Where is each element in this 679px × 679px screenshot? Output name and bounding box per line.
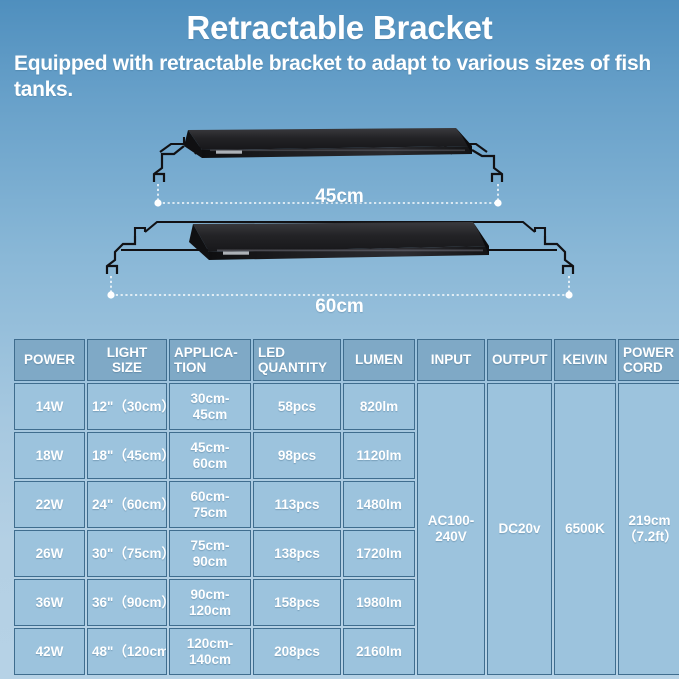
cell-led-quantity: 58pcs bbox=[253, 383, 341, 430]
cell-application: 60cm-75cm bbox=[169, 481, 251, 528]
cell-led-quantity: 138pcs bbox=[253, 530, 341, 577]
cell-led-quantity: 158pcs bbox=[253, 579, 341, 626]
cell-led-quantity: 98pcs bbox=[253, 432, 341, 479]
column-header-lumen: LUMEN bbox=[343, 339, 415, 381]
cell-kelvin: 6500K bbox=[554, 383, 616, 675]
page-subtitle: Equipped with retractable bracket to ada… bbox=[14, 51, 651, 101]
cell-application: 90cm-120cm bbox=[169, 579, 251, 626]
table-row: 42W 48"（120cm） 120cm-140cm 208pcs 2160lm bbox=[14, 628, 679, 675]
column-header-kelvin: KEIVIN bbox=[554, 339, 616, 381]
cell-power: 36W bbox=[14, 579, 85, 626]
cell-light-size: 18"（45cm） bbox=[87, 432, 167, 479]
cell-light-size: 30"（75cm） bbox=[87, 530, 167, 577]
figure-light-bar-60: 60cm bbox=[0, 202, 679, 322]
column-header-output: OUTPUT bbox=[487, 339, 552, 381]
column-header-input: INPUT bbox=[417, 339, 485, 381]
brand-logo bbox=[222, 251, 249, 255]
cell-light-size: 24"（60cm） bbox=[87, 481, 167, 528]
cell-lumen: 1720lm bbox=[343, 530, 415, 577]
table-row: 18W 18"（45cm） 45cm-60cm 98pcs 1120lm bbox=[14, 432, 679, 479]
cell-input: AC100-240V bbox=[417, 383, 485, 675]
cell-lumen: 1480lm bbox=[343, 481, 415, 528]
column-header-application: APPLICA-TION bbox=[169, 339, 251, 381]
table-header-row: POWER LIGHT SIZE APPLICA-TION LED QUANTI… bbox=[14, 339, 679, 381]
light-bar-45-illustration bbox=[152, 128, 503, 207]
table-row: 26W 30"（75cm） 75cm-90cm 138pcs 1720lm bbox=[14, 530, 679, 577]
column-header-power-cord: POWER CORD bbox=[618, 339, 679, 381]
cell-lumen: 1980lm bbox=[343, 579, 415, 626]
cell-application: 75cm-90cm bbox=[169, 530, 251, 577]
cell-lumen: 1120lm bbox=[343, 432, 415, 479]
column-header-power: POWER bbox=[14, 339, 85, 381]
hero-section: Retractable Bracket Equipped with retrac… bbox=[0, 0, 679, 102]
specification-table-wrapper: POWER LIGHT SIZE APPLICA-TION LED QUANTI… bbox=[12, 337, 679, 677]
cell-output: DC20v bbox=[487, 383, 552, 675]
cell-power: 42W bbox=[14, 628, 85, 675]
table-row: 14W 12"（30cm） 30cm-45cm 58pcs 820lm AC10… bbox=[14, 383, 679, 675]
table-row: 22W 24"（60cm） 60cm-75cm 113pcs 1480lm bbox=[14, 481, 679, 528]
cell-power: 22W bbox=[14, 481, 85, 528]
column-header-light-size: LIGHT SIZE bbox=[87, 339, 167, 381]
cell-power: 14W bbox=[14, 383, 85, 430]
column-header-led-quantity: LED QUANTITY bbox=[253, 339, 341, 381]
dimension-label-45: 45cm bbox=[315, 186, 364, 208]
cell-light-size: 36"（90cm） bbox=[87, 579, 167, 626]
light-bar-60-illustration bbox=[105, 221, 574, 299]
cell-lumen: 820lm bbox=[343, 383, 415, 430]
page-title: Retractable Bracket bbox=[186, 9, 493, 46]
cell-application: 30cm-45cm bbox=[169, 383, 251, 430]
cell-application: 120cm-140cm bbox=[169, 628, 251, 675]
cell-lumen: 2160lm bbox=[343, 628, 415, 675]
dimension-label-60: 60cm bbox=[315, 296, 364, 318]
specification-table: POWER LIGHT SIZE APPLICA-TION LED QUANTI… bbox=[12, 337, 679, 677]
cell-light-size: 12"（30cm） bbox=[87, 383, 167, 430]
product-figures: 45cm bbox=[0, 102, 679, 330]
cell-led-quantity: 208pcs bbox=[253, 628, 341, 675]
brand-logo bbox=[215, 150, 242, 154]
cell-application: 45cm-60cm bbox=[169, 432, 251, 479]
cell-power: 18W bbox=[14, 432, 85, 479]
table-row: 36W 36"（90cm） 90cm-120cm 158pcs 1980lm bbox=[14, 579, 679, 626]
cell-light-size: 48"（120cm） bbox=[87, 628, 167, 675]
cell-power: 26W bbox=[14, 530, 85, 577]
cell-led-quantity: 113pcs bbox=[253, 481, 341, 528]
cell-power-cord: 219cm（7.2ft） bbox=[618, 383, 679, 675]
figure-light-bar-45: 45cm bbox=[0, 102, 679, 212]
